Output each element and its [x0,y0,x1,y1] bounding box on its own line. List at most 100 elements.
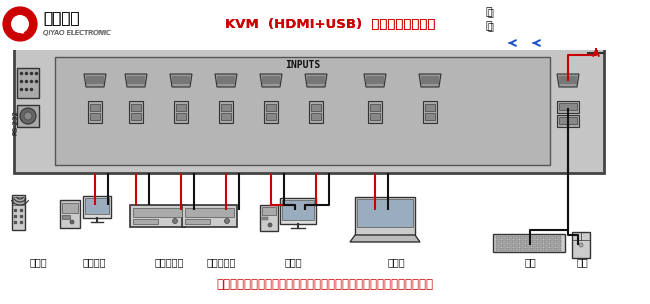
Text: 笔记本: 笔记本 [388,257,406,267]
Bar [133,219,158,224]
Bar [508,240,513,243]
Bar [496,240,501,243]
Bar [556,240,561,243]
Text: 鼠标: 鼠标 [577,257,589,267]
Bar [555,3,637,48]
Circle shape [20,108,36,124]
Polygon shape [305,74,327,87]
Text: 音: 音 [486,7,492,17]
Circle shape [8,12,32,36]
Bar [538,248,543,251]
Circle shape [528,9,536,17]
Circle shape [11,15,29,33]
Bar [90,104,100,111]
Text: QIYAO ELECTRONIC: QIYAO ELECTRONIC [43,30,111,36]
Bar [544,248,549,251]
Bar [496,244,501,247]
Bar [526,236,531,239]
Bar [559,103,577,110]
Circle shape [24,112,32,120]
Text: RS-232: RS-232 [12,110,18,135]
Bar [176,113,186,120]
Bar [280,198,316,224]
Bar [526,244,531,247]
Bar [370,113,380,120]
Bar [14,48,604,173]
Bar [260,205,278,231]
Bar [221,113,231,120]
Bar [544,236,549,239]
Bar [370,104,380,111]
Bar [557,115,579,127]
Bar [221,104,231,111]
Bar [521,3,543,43]
Polygon shape [170,74,192,87]
Bar [532,236,537,239]
Text: 启耀电子: 启耀电子 [43,12,79,26]
Bar [130,205,185,227]
Bar [526,248,531,251]
Bar [282,200,314,220]
Text: INPUTS: INPUTS [285,60,320,70]
Bar [133,208,182,217]
Bar [62,215,70,219]
Bar [520,240,525,243]
Bar [497,3,519,43]
Text: 标配四种控制方式：前面板按鈕，遥控器、软件、键盘（键盘组合键）: 标配四种控制方式：前面板按鈕，遥控器、软件、键盘（键盘组合键） [216,278,434,291]
Text: KVM  (HDMI+USB)  切换器系统连接图: KVM (HDMI+USB) 切换器系统连接图 [225,18,436,30]
Bar [425,104,435,111]
Bar [538,240,543,243]
Bar [357,199,413,227]
Circle shape [224,219,229,223]
Bar [508,236,513,239]
Text: 响: 响 [486,21,492,31]
Bar [182,205,237,227]
Polygon shape [260,74,282,87]
Polygon shape [364,74,386,87]
Circle shape [10,14,30,34]
Circle shape [500,18,516,34]
Bar [185,208,234,217]
Text: 启耀电子: 启耀电子 [43,12,79,26]
Bar [514,236,519,239]
Bar [496,248,501,251]
Bar [514,244,519,247]
Text: 键盘: 键盘 [525,257,537,267]
Bar [131,104,141,111]
Bar [572,232,590,258]
Text: 遥控器: 遥控器 [30,257,47,267]
Bar [219,101,233,123]
Text: 控制电脑: 控制电脑 [83,257,107,267]
Circle shape [504,9,512,17]
Bar [508,248,513,251]
Bar [24,26,30,29]
Bar [262,76,280,84]
Bar [526,240,531,243]
Text: 显示屏: 显示屏 [586,19,605,29]
Bar [55,57,550,165]
Bar [311,113,321,120]
Bar [557,101,579,113]
Bar [538,244,543,247]
Bar [550,236,555,239]
Bar [532,248,537,251]
Bar [262,207,276,215]
Bar [559,76,577,84]
Circle shape [268,223,272,227]
Bar [309,101,323,123]
Bar [550,244,555,247]
Bar [17,68,39,98]
Bar [423,101,437,123]
Text: KVM  (HDMI+USB)  切换器系统连接图: KVM (HDMI+USB) 切换器系统连接图 [225,18,436,30]
Bar [90,113,100,120]
Bar [12,195,25,230]
Bar [544,240,549,243]
Bar [550,240,555,243]
Text: 台式机: 台式机 [285,257,303,267]
Bar [83,196,111,218]
Text: 硬盘录像机: 硬盘录像机 [207,257,237,267]
Circle shape [504,22,512,30]
Circle shape [1,5,39,43]
Bar [520,236,525,239]
Text: Q: Q [12,15,27,33]
